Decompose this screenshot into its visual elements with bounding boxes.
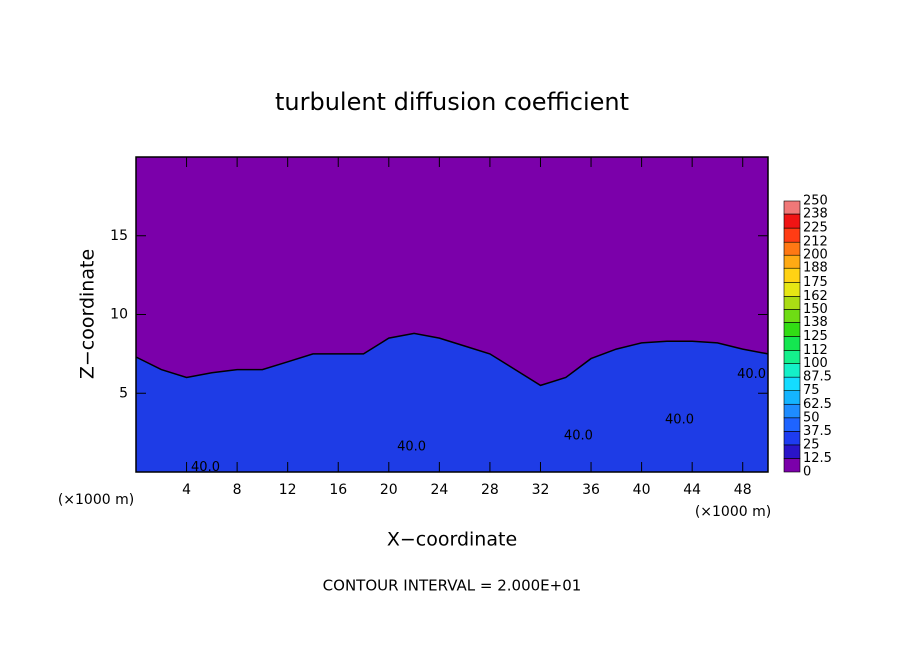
colorbar-swatch xyxy=(783,281,801,297)
x-tick-label: 40 xyxy=(633,482,651,498)
colorbar-label: 112 xyxy=(803,343,828,358)
colorbar-label: 37.5 xyxy=(803,424,832,439)
colorbar-swatch xyxy=(783,350,801,364)
colorbar-label: 200 xyxy=(803,248,828,263)
colorbar-label: 212 xyxy=(803,235,828,250)
colorbar-swatch xyxy=(783,309,801,323)
colorbar-swatch xyxy=(783,403,801,419)
colorbar-label: 0 xyxy=(803,465,811,480)
x-tick-label: 24 xyxy=(430,482,448,498)
colorbar-label: 225 xyxy=(803,221,828,236)
chart-title: turbulent diffusion coefficient xyxy=(275,88,629,116)
colorbar-swatch xyxy=(783,213,801,229)
x-tick-label: 20 xyxy=(380,482,398,498)
colorbar-swatch xyxy=(783,254,801,269)
x-tick-label: 12 xyxy=(279,482,297,498)
x-tick-label: 8 xyxy=(233,482,242,498)
colorbar-swatch xyxy=(783,227,801,243)
x-tick-label: 36 xyxy=(582,482,600,498)
contour-line xyxy=(135,332,769,387)
colorbar-swatch xyxy=(783,458,801,473)
colorbar-swatch xyxy=(783,322,801,337)
colorbar-swatch xyxy=(783,376,801,391)
colorbar-label: 125 xyxy=(803,329,828,344)
colorbar-label: 250 xyxy=(803,194,828,209)
colorbar-label: 100 xyxy=(803,356,828,371)
x-units: (×1000 m) xyxy=(58,492,134,508)
footer: CONTOUR INTERVAL = 2.000E+01 xyxy=(323,577,582,595)
colorbar-label: 12.5 xyxy=(803,451,832,466)
colorbar-swatch xyxy=(783,200,801,215)
y-tick-label: 5 xyxy=(119,385,128,401)
colorbar-label: 138 xyxy=(803,315,828,330)
colorbar-swatch xyxy=(783,444,801,459)
contour-label: 40.0 xyxy=(564,428,593,443)
x-tick-label: 4 xyxy=(182,482,191,498)
colorbar-label: 50 xyxy=(803,410,820,425)
x-tick-label: 16 xyxy=(329,482,347,498)
x-units: (×1000 m) xyxy=(695,504,771,520)
contour-label: 40.0 xyxy=(665,413,694,428)
colorbar-swatch xyxy=(783,417,801,432)
colorbar-label: 188 xyxy=(803,261,828,276)
contour-label: 40.0 xyxy=(191,460,220,475)
colorbar-swatch xyxy=(783,431,801,446)
colorbar-swatch xyxy=(783,390,801,405)
colorbar-swatch xyxy=(783,267,801,283)
colorbar-swatch xyxy=(783,241,801,256)
x-tick-label: 32 xyxy=(532,482,550,498)
colorbar-label: 238 xyxy=(803,207,828,222)
colorbar-label: 25 xyxy=(803,437,820,452)
colorbar-label: 62.5 xyxy=(803,397,832,412)
colorbar-label: 150 xyxy=(803,302,828,317)
colorbar-swatch xyxy=(783,363,801,378)
y-axis-label: Z−coordinate xyxy=(77,249,99,379)
y-tick-label: 15 xyxy=(110,228,128,244)
colorbar-swatch xyxy=(783,336,801,351)
contour-label: 40.0 xyxy=(397,439,426,454)
x-tick-label: 44 xyxy=(683,482,701,498)
x-axis-label: X−coordinate xyxy=(387,529,517,551)
x-tick-label: 48 xyxy=(734,482,752,498)
contour-label: 40.0 xyxy=(737,367,766,382)
colorbar-label: 75 xyxy=(803,383,820,398)
colorbar-label: 87.5 xyxy=(803,370,832,385)
turbulent-layer xyxy=(136,333,768,472)
colorbar-swatch xyxy=(783,296,801,310)
y-tick-label: 10 xyxy=(110,307,128,323)
x-tick-label: 28 xyxy=(481,482,499,498)
colorbar-label: 175 xyxy=(803,275,828,290)
colorbar-label: 162 xyxy=(803,289,828,304)
